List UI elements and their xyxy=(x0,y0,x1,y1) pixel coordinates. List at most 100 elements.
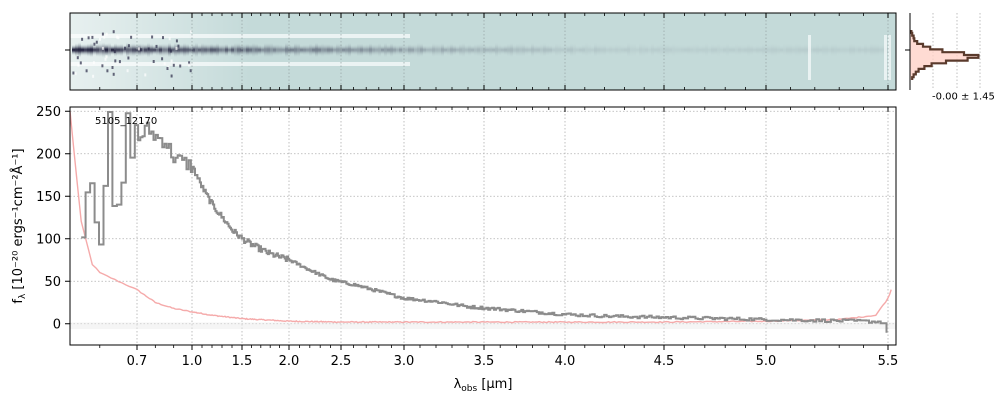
trace-column xyxy=(642,42,645,58)
trace-column xyxy=(729,44,732,56)
trace-column xyxy=(516,42,519,58)
trace-column xyxy=(780,44,783,56)
trace-column xyxy=(411,43,414,57)
noise-pixel xyxy=(105,32,108,36)
error-series-line xyxy=(70,111,892,324)
trace-column xyxy=(837,44,840,56)
trace-column xyxy=(399,44,402,56)
trace-column xyxy=(786,43,789,57)
trace-column xyxy=(534,44,537,56)
trace-column xyxy=(414,43,417,57)
spectrum-2d-panel xyxy=(65,12,897,91)
trace-column xyxy=(315,42,318,58)
noise-pixel xyxy=(76,56,79,60)
trace-column xyxy=(219,44,222,56)
trace-column xyxy=(684,44,687,56)
trace-column xyxy=(417,42,420,58)
edge-artifact xyxy=(884,35,887,80)
profile-panel: -0.00 ± 1.45 xyxy=(905,13,995,102)
trace-column xyxy=(735,43,738,57)
trace-column xyxy=(345,43,348,57)
trace-column xyxy=(225,43,228,57)
profile-fill xyxy=(910,30,979,80)
trace-column xyxy=(360,43,363,57)
trace-column xyxy=(609,43,612,57)
trace-column xyxy=(240,43,243,57)
trace-column xyxy=(753,44,756,56)
trace-column xyxy=(189,44,192,56)
trace-column xyxy=(879,43,882,57)
trace-column xyxy=(336,42,339,58)
noise-pixel xyxy=(101,32,104,36)
profile-label: -0.00 ± 1.45 xyxy=(932,91,995,102)
noise-pixel xyxy=(175,39,178,43)
x-tick-label: 4.5 xyxy=(654,354,675,369)
noise-pixel xyxy=(155,44,158,48)
trace-column xyxy=(504,44,507,56)
trace-column xyxy=(171,44,174,56)
trace-column xyxy=(453,44,456,56)
trace-column xyxy=(798,42,801,58)
trace-column xyxy=(384,42,387,58)
trace-column xyxy=(363,44,366,56)
x-tick-label: 2.0 xyxy=(279,354,300,369)
y-tick-label: 50 xyxy=(44,275,61,290)
trace-column xyxy=(297,42,300,58)
trace-column xyxy=(408,43,411,57)
x-tick-label: 4.0 xyxy=(555,354,576,369)
trace-column xyxy=(393,44,396,56)
trace-column xyxy=(696,43,699,57)
trace-column xyxy=(678,43,681,57)
y-tick-label: 200 xyxy=(36,147,61,162)
trace-column xyxy=(255,43,258,57)
trace-column xyxy=(198,44,201,56)
trace-column xyxy=(600,43,603,57)
noise-pixel xyxy=(87,36,90,40)
spectrum-2d-ticks xyxy=(65,13,889,90)
noise-pixel xyxy=(91,35,94,39)
trace-column xyxy=(135,43,138,57)
trace-column xyxy=(546,43,549,57)
trace-column xyxy=(669,44,672,56)
trace-column xyxy=(816,43,819,57)
trace-column xyxy=(390,42,393,58)
noise-pixel xyxy=(188,61,191,65)
trace-column xyxy=(762,43,765,57)
trace-column xyxy=(483,44,486,56)
trace-column xyxy=(882,43,885,57)
trace-column xyxy=(162,43,165,57)
trace-column xyxy=(567,44,570,56)
trace-column xyxy=(210,43,213,57)
trace-column xyxy=(456,44,459,56)
trace-column xyxy=(510,42,513,58)
trace-column xyxy=(120,43,123,57)
trace-column xyxy=(597,43,600,57)
trace-column xyxy=(594,42,597,58)
profile-line xyxy=(910,30,980,80)
noise-pixel xyxy=(106,69,109,73)
x-tick-label: 0.7 xyxy=(127,354,148,369)
noise-pixel xyxy=(130,35,133,39)
y-axis-label: fλ [10⁻²⁰ ergs⁻¹cm⁻²Å⁻¹] xyxy=(10,148,28,303)
y-tick-label: 250 xyxy=(36,105,61,120)
trace-column xyxy=(447,43,450,57)
trace-column xyxy=(654,44,657,56)
trace-column xyxy=(201,42,204,58)
trace-column xyxy=(849,42,852,58)
trace-column xyxy=(312,44,315,56)
trace-column xyxy=(132,42,135,58)
trace-column xyxy=(750,43,753,57)
trace-column xyxy=(90,42,93,58)
noise-pixel xyxy=(137,47,140,51)
trace-column xyxy=(792,43,795,57)
noise-pixel xyxy=(162,36,164,40)
trace-column xyxy=(702,44,705,56)
noise-pixel xyxy=(95,40,98,44)
x-tick-label: 5.5 xyxy=(878,354,899,369)
noise-pixel xyxy=(104,57,107,61)
trace-column xyxy=(795,42,798,58)
noise-pixel xyxy=(168,37,171,41)
trace-column xyxy=(621,44,624,56)
trace-column xyxy=(369,42,372,58)
trace-column xyxy=(549,44,552,56)
